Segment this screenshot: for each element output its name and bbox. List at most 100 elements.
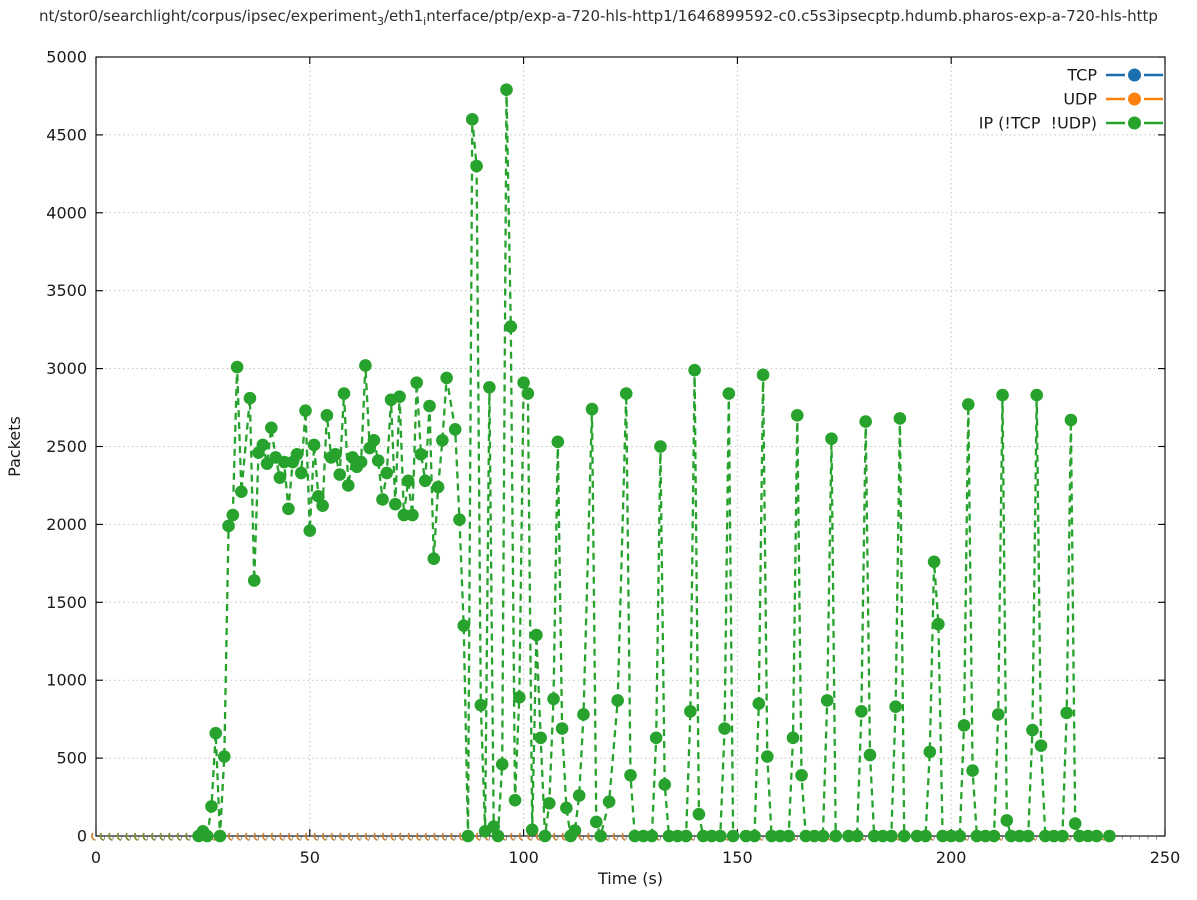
data-point — [303, 524, 317, 537]
legend-label: IP (!TCP !UDP) — [979, 114, 1097, 133]
data-point — [282, 502, 295, 516]
data-point — [521, 387, 535, 400]
data-point — [748, 829, 761, 843]
x-tick-label: 0 — [91, 848, 101, 867]
data-point — [885, 829, 898, 843]
data-point — [932, 617, 945, 631]
data-point — [436, 433, 449, 447]
series-ip-line — [197, 88, 1110, 838]
y-axis-label: Packets — [5, 416, 24, 477]
data-point — [427, 552, 441, 565]
data-point — [560, 801, 573, 815]
data-point — [829, 829, 843, 843]
data-point — [649, 731, 663, 745]
data-point — [692, 807, 706, 821]
data-point — [247, 574, 261, 587]
data-point — [273, 471, 287, 484]
data-point — [688, 363, 701, 377]
data-point — [410, 376, 424, 389]
data-point — [889, 700, 902, 713]
data-point — [1000, 814, 1014, 827]
data-point — [222, 519, 235, 533]
data-point — [850, 829, 864, 843]
data-point — [483, 380, 496, 394]
axis-tick-labels: 0 50 100 150 200 2500500100015002000250030003… — [46, 48, 1180, 868]
data-point — [333, 468, 347, 481]
data-point — [209, 726, 223, 740]
data-point — [645, 829, 659, 843]
data-point — [1021, 829, 1035, 843]
data-point — [577, 708, 590, 721]
data-point — [962, 398, 975, 411]
data-point — [457, 619, 471, 632]
data-point — [380, 466, 394, 480]
data-point — [1064, 413, 1078, 427]
data-point — [542, 796, 556, 810]
data-point — [217, 750, 231, 763]
data-point — [474, 698, 488, 712]
data-point — [919, 829, 932, 843]
data-point — [470, 159, 483, 173]
data-point — [1056, 829, 1069, 843]
y-tick-label: 3500 — [46, 281, 87, 300]
data-point — [572, 789, 586, 802]
data-point — [863, 748, 877, 762]
data-point — [495, 758, 509, 771]
data-point — [756, 368, 770, 382]
data-point — [389, 497, 402, 511]
data-point — [820, 694, 834, 707]
data-point — [376, 493, 389, 506]
data-point — [1030, 388, 1044, 402]
data-point — [337, 387, 351, 400]
title-text-2: /eth1 — [383, 7, 424, 25]
data-point — [624, 768, 637, 782]
data-point — [790, 409, 804, 422]
data-point — [679, 829, 693, 843]
data-point — [256, 438, 270, 452]
title-text-1: nt/stor0/searchlight/corpus/ipsec/experi… — [39, 7, 377, 25]
title-subscript-3: 3 — [376, 15, 384, 28]
data-point — [401, 474, 415, 488]
data-point — [205, 800, 218, 813]
data-point — [1090, 829, 1103, 843]
data-point — [654, 440, 667, 453]
data-point — [966, 764, 979, 777]
data-point — [341, 479, 355, 492]
data-point — [371, 454, 385, 467]
data-point — [726, 829, 740, 843]
data-point — [508, 793, 522, 807]
data-point — [500, 83, 513, 97]
data-point — [897, 829, 911, 843]
data-point — [307, 438, 321, 452]
data-point — [354, 455, 368, 469]
data-point — [448, 423, 462, 436]
data-point — [786, 731, 800, 745]
data-point — [243, 391, 257, 405]
data-point — [534, 731, 548, 745]
y-tick-label: 4000 — [46, 203, 87, 222]
data-point — [816, 829, 830, 843]
x-tick-label: 100 — [508, 848, 539, 867]
data-point — [359, 359, 372, 372]
data-point — [927, 555, 941, 569]
data-point — [547, 692, 560, 706]
legend-marker — [1128, 92, 1141, 106]
data-point — [461, 829, 475, 843]
data-point — [517, 376, 530, 389]
data-point — [230, 360, 244, 374]
y-tick-label: 3000 — [46, 359, 87, 378]
data-point — [718, 722, 731, 735]
data-point — [1034, 739, 1048, 752]
y-tick-label: 1500 — [46, 593, 87, 612]
data-point — [491, 829, 505, 843]
data-point — [991, 708, 1005, 721]
data-point — [406, 508, 419, 522]
y-tick-label: 2500 — [46, 437, 87, 456]
data-point — [329, 447, 342, 461]
data-point — [551, 435, 565, 449]
data-point — [320, 409, 334, 422]
data-point — [265, 421, 278, 435]
data-point — [1068, 817, 1082, 830]
